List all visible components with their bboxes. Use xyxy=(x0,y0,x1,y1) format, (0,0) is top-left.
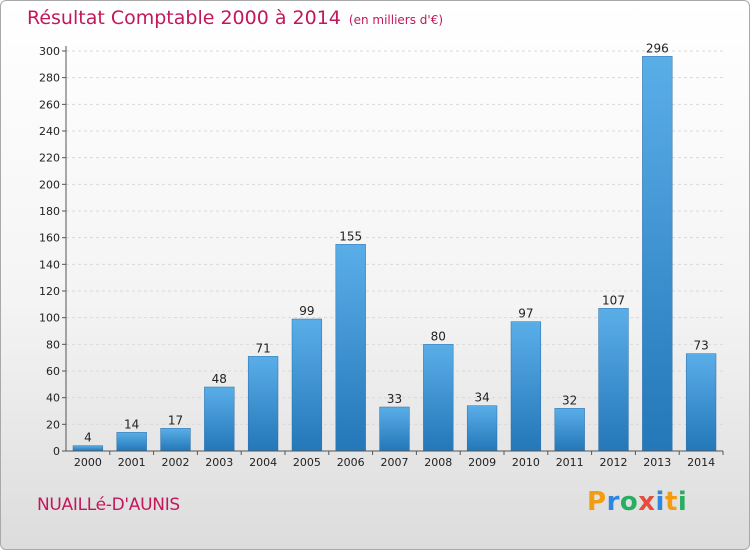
x-tick-label: 2010 xyxy=(512,456,540,469)
bar xyxy=(247,356,279,452)
y-tick-label: 220 xyxy=(39,152,60,165)
y-axis: 0 20 40 60 80 100 120 140 160 180 200 220 240 260 280 3… xyxy=(39,45,67,458)
x-tick-label: 2005 xyxy=(293,456,321,469)
x-tick-label: 2006 xyxy=(337,456,365,469)
title-unit: (en milliers d'€) xyxy=(348,13,444,27)
value-label: 296 xyxy=(646,41,669,55)
y-tick-label: 80 xyxy=(46,338,60,351)
y-tick-label: 140 xyxy=(39,258,60,271)
x-tick-label: 2007 xyxy=(381,456,409,469)
value-label: 17 xyxy=(168,413,183,427)
bar xyxy=(335,244,366,452)
x-tick-label: 2014 xyxy=(687,456,715,469)
x-tick-label: 2004 xyxy=(249,456,277,469)
y-tick-label: 100 xyxy=(39,312,60,325)
value-label: 14 xyxy=(124,417,139,431)
value-label: 32 xyxy=(562,393,577,407)
y-tick-label: 20 xyxy=(46,418,60,431)
x-tick-label: 2009 xyxy=(468,456,496,469)
bars: 4 14 17 48 71 99 155 33 80 34 97 32 107 296 73 xyxy=(72,41,717,452)
bar xyxy=(466,405,498,452)
y-tick-label: 260 xyxy=(39,98,60,111)
bar xyxy=(160,428,191,452)
y-tick-label: 60 xyxy=(46,365,60,378)
x-tick-label: 2008 xyxy=(424,456,452,469)
bar xyxy=(379,406,410,452)
bar xyxy=(423,344,454,452)
value-label: 155 xyxy=(339,229,362,243)
y-tick-label: 240 xyxy=(39,125,60,138)
bar xyxy=(598,308,629,452)
x-tick-label: 2001 xyxy=(118,456,146,469)
bar xyxy=(642,56,673,452)
commune-name: NUAILLé-D'AUNIS xyxy=(37,495,180,515)
value-label: 97 xyxy=(518,307,533,321)
value-label: 34 xyxy=(474,391,489,405)
x-tick-label: 2003 xyxy=(205,456,233,469)
value-label: 33 xyxy=(387,392,402,406)
logo-letter: P xyxy=(587,487,607,517)
y-tick-label: 200 xyxy=(39,178,60,191)
y-tick-label: 300 xyxy=(39,45,60,58)
bar xyxy=(554,408,585,452)
bar xyxy=(72,445,104,452)
value-label: 4 xyxy=(84,431,92,445)
value-label: 107 xyxy=(602,293,625,307)
x-tick-label: 2000 xyxy=(74,456,102,469)
value-label: 48 xyxy=(212,372,227,386)
logo-letter: r xyxy=(606,487,620,517)
y-tick-label: 40 xyxy=(46,392,60,405)
x-tick-label: 2011 xyxy=(556,456,584,469)
bar xyxy=(291,318,323,452)
proxiti-logo: Proxiti xyxy=(587,487,687,517)
bar xyxy=(204,386,235,452)
logo-letter: i xyxy=(655,487,665,517)
value-label: 99 xyxy=(299,304,314,318)
y-tick-label: 0 xyxy=(53,445,60,458)
value-label: 73 xyxy=(693,339,708,353)
x-axis: 2000 2001 2002 2003 2004 2005 2006 2007 2008 2009… xyxy=(66,450,724,469)
value-label: 80 xyxy=(431,329,446,343)
title-main: Résultat Comptable 2000 à 2014 xyxy=(27,7,341,29)
x-tick-label: 2002 xyxy=(162,456,190,469)
logo-letter: o xyxy=(619,487,639,517)
logo-letter: t xyxy=(664,487,678,517)
x-tick-label: 2013 xyxy=(643,456,671,469)
chart-title: Résultat Comptable 2000 à 2014 (en millie… xyxy=(27,7,443,29)
y-tick-label: 120 xyxy=(39,285,60,298)
bar xyxy=(116,432,147,452)
x-tick-label: 2012 xyxy=(600,456,628,469)
value-label: 71 xyxy=(255,341,270,355)
bar xyxy=(510,321,542,452)
y-tick-label: 180 xyxy=(39,205,60,218)
logo-letter: x xyxy=(638,487,656,517)
bar xyxy=(685,353,717,452)
logo-letter: i xyxy=(677,487,688,517)
y-tick-label: 280 xyxy=(39,72,60,85)
y-tick-label: 160 xyxy=(39,232,60,245)
